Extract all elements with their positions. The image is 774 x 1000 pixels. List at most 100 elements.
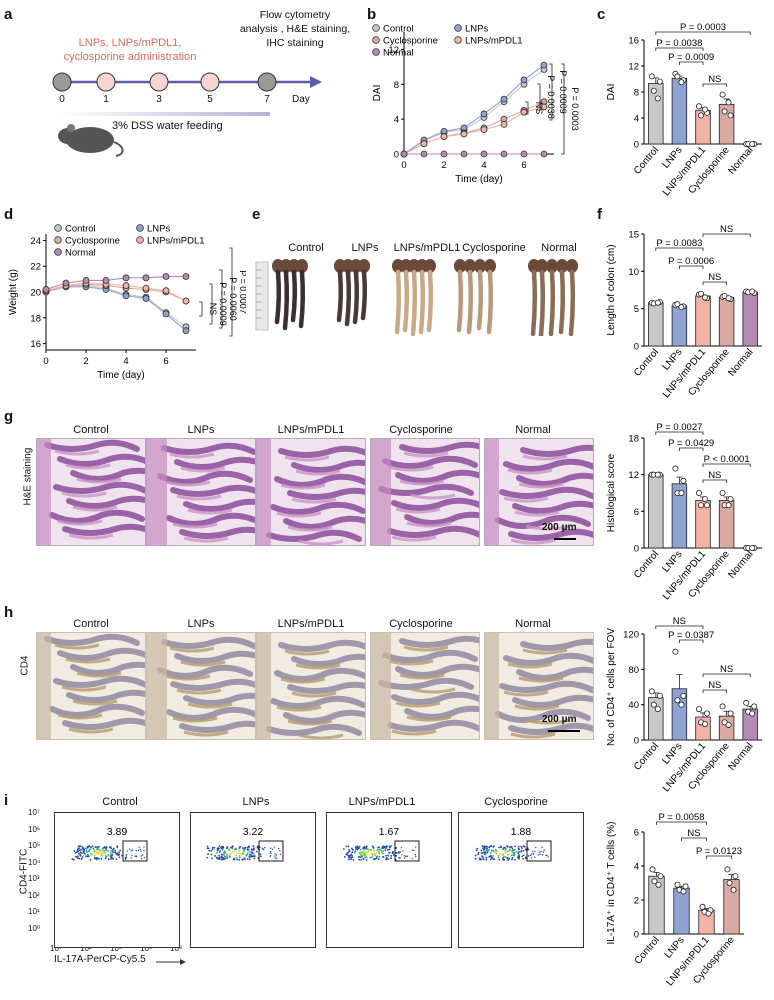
flow-y-tick-label: 10⁰ — [28, 923, 41, 933]
colon-label-cyclosporine: Cyclosporine — [462, 242, 526, 254]
colon-tissue — [282, 269, 290, 331]
flow-event — [233, 857, 235, 860]
flow-event — [238, 858, 241, 861]
flow-event — [208, 849, 211, 852]
flow-event — [520, 850, 523, 852]
significance-label: NS — [720, 224, 733, 235]
colon-tissue — [336, 269, 344, 323]
tissue-crypt — [406, 521, 452, 528]
tissue-fold — [495, 514, 591, 529]
series-point-lnps — [162, 310, 170, 318]
flow-event — [475, 849, 478, 852]
tissue-fold — [53, 481, 145, 494]
y-tick-label: 8 — [634, 88, 639, 99]
tissue-fold — [520, 638, 593, 651]
data-point — [678, 79, 685, 86]
flow-event — [87, 855, 90, 858]
x-tick-label: 0 — [43, 356, 48, 367]
flow-event — [498, 846, 501, 849]
legend-marker-normal — [372, 48, 380, 56]
he-scale-text: 200 μm — [542, 522, 577, 533]
y-tick-label: 22 — [30, 262, 41, 273]
flow-event — [386, 848, 389, 851]
bar-lnps — [671, 305, 688, 347]
flow-event — [210, 853, 213, 856]
tissue-fold — [174, 650, 255, 664]
flow-event — [480, 849, 483, 852]
ihc-image-5 — [484, 632, 594, 740]
bar-control — [648, 875, 665, 935]
legend-marker-normal — [54, 248, 62, 256]
flow-event — [93, 850, 96, 853]
significance-label: NS — [708, 680, 721, 691]
flow-event — [215, 856, 218, 859]
flow-event — [502, 847, 505, 849]
flow-event — [253, 857, 256, 860]
flow-event — [246, 849, 249, 851]
timeline-schematic — [52, 72, 322, 157]
flow-plot-3: 1.67 — [326, 812, 452, 948]
chart-b-dai-timecourse: 0 4 8 12 0 2 4 6 Time (day) DAI Control LNPs Cyclosp… — [372, 24, 580, 186]
flow-label-lnps: LNPs — [242, 796, 270, 808]
panel-letter-d: d — [4, 206, 14, 223]
flow-y-tick-label: 10⁴ — [28, 857, 41, 867]
ihc-label-cyclosporine: Cyclosporine — [389, 618, 453, 630]
tissue-fold — [512, 500, 593, 514]
flow-event — [104, 851, 107, 854]
series-point-normal — [480, 150, 488, 158]
data-point — [654, 471, 661, 478]
tissue-edge — [147, 633, 167, 739]
bar-cyclosporine — [718, 297, 735, 347]
flow-event — [219, 858, 221, 861]
flow-event — [226, 855, 229, 857]
tissue-fold — [49, 703, 145, 718]
flow-event — [511, 856, 514, 859]
ihc-tissue — [257, 633, 365, 739]
significance-label: P = 0.0027 — [656, 422, 702, 433]
flow-event — [99, 849, 101, 852]
y-axis-label: IL-17A⁺ in CD4⁺ T cells (%) — [606, 821, 617, 944]
series-point-normal — [162, 273, 170, 280]
flow-event-gated — [134, 855, 136, 857]
significance-bracket — [679, 265, 704, 269]
tissue-crypt — [525, 524, 571, 531]
tissue-crypt — [518, 482, 564, 489]
data-point — [654, 299, 661, 306]
flow-event — [118, 851, 121, 854]
ihc-tissue — [37, 633, 145, 739]
significance-label: P = 0.0009 — [218, 282, 228, 326]
flow-x-tick-label: 10⁴ — [110, 944, 123, 953]
ruler — [255, 261, 269, 331]
series-point-lnps-mpdl1 — [142, 284, 150, 292]
flow-event — [226, 845, 229, 848]
flow-event — [366, 851, 369, 854]
tissue-crypt — [507, 468, 553, 475]
flow-event-gated — [270, 852, 272, 854]
significance-bracket — [655, 431, 704, 435]
flow-event — [252, 849, 255, 851]
y-tick-label: 120 — [623, 630, 639, 641]
tissue-fold — [283, 709, 365, 724]
significance-bracket — [219, 269, 223, 329]
tissue-crypt — [54, 449, 100, 456]
tissue-fold — [170, 678, 255, 691]
tissue-crypt — [522, 648, 568, 655]
flow-event-gated — [531, 853, 533, 855]
colon-tissue — [466, 269, 474, 335]
flow-event — [390, 854, 393, 857]
flow-label-control: Control — [102, 796, 138, 808]
significance-label: P = 0.0058 — [658, 812, 704, 823]
flow-event — [505, 856, 507, 858]
flow-event-gated — [130, 850, 133, 852]
ihc-label-control: Control — [73, 618, 109, 630]
flow-event-gated — [406, 855, 408, 857]
tissue-crypt — [68, 727, 114, 734]
flow-event-gated — [531, 850, 534, 852]
flow-x-tick-label: 10⁸ — [170, 944, 183, 953]
tissue-crypt — [61, 685, 107, 692]
flow-scatter: 3.89 — [71, 826, 148, 862]
colon-photo-panel — [252, 236, 592, 339]
flow-event — [351, 856, 354, 859]
series-point-normal — [540, 150, 548, 158]
data-point — [704, 502, 711, 509]
